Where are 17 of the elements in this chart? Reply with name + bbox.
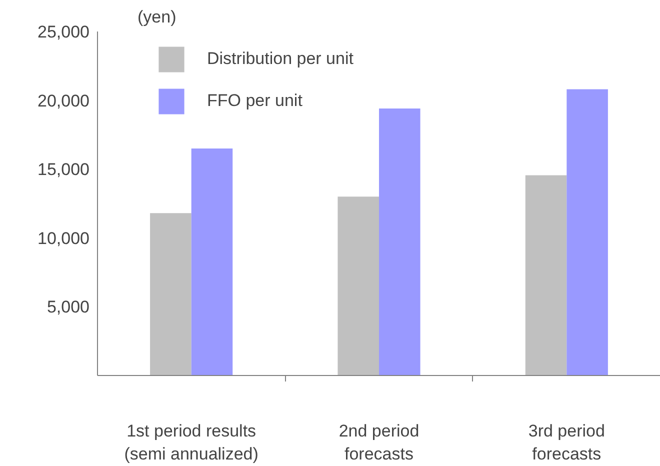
y-tick-label: 10,000 — [38, 228, 90, 248]
bar — [338, 196, 379, 376]
y-tick-label: 15,000 — [38, 160, 90, 180]
y-tick-label: 20,000 — [38, 91, 90, 110]
x-tick-label: 1st period results (semi annualized) — [124, 422, 258, 464]
bar — [150, 213, 192, 376]
y-tick-label: 5,000 — [46, 298, 90, 317]
x-tick-label: 2nd period forecasts — [338, 422, 420, 464]
legend-label: FFO per unit — [207, 91, 302, 111]
bar — [379, 108, 420, 376]
y-axis-title: (yen) — [138, 8, 176, 26]
legend-label: Distribution per unit — [207, 49, 354, 69]
bar — [525, 175, 567, 376]
bar — [191, 148, 233, 376]
y-tick-label: 25,000 — [38, 22, 90, 42]
bar — [566, 89, 608, 376]
x-tick-label: 3rd period forecasts — [528, 422, 605, 464]
